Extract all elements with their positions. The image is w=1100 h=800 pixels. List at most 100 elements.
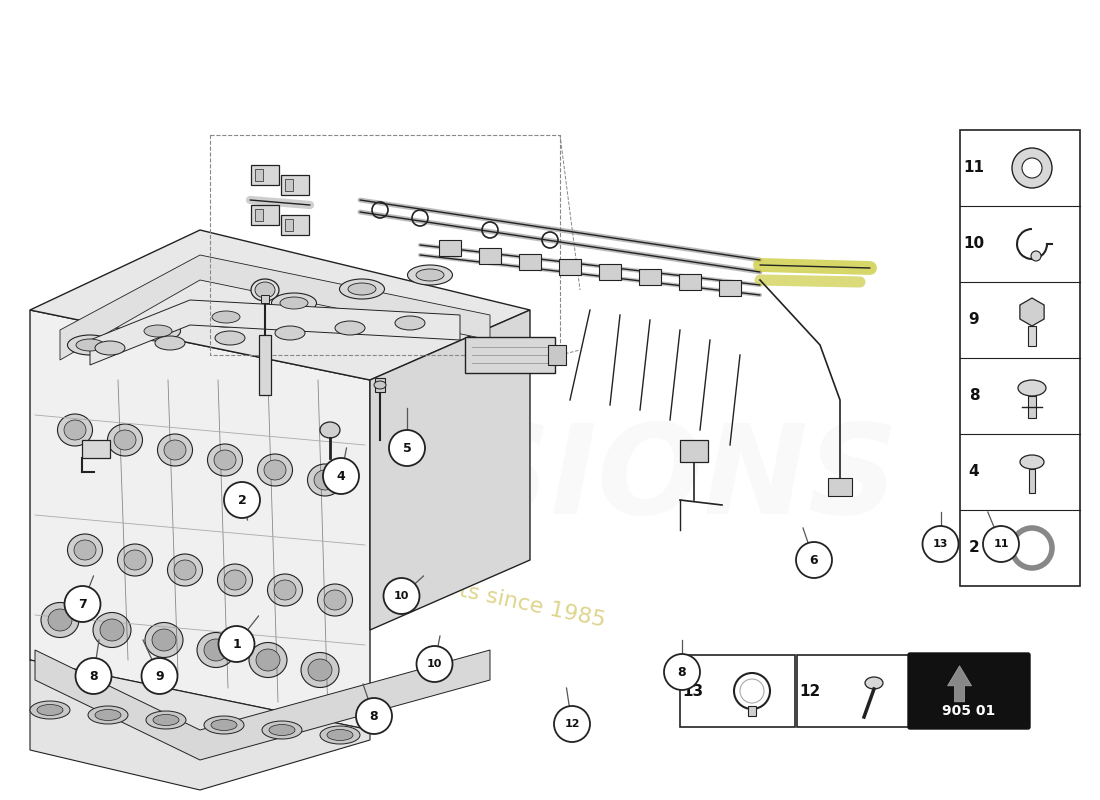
Ellipse shape [374,381,386,389]
Bar [798,655,912,727]
Bar [639,269,661,285]
Ellipse shape [267,574,303,606]
Bar [251,165,279,185]
Ellipse shape [108,424,143,456]
Ellipse shape [280,297,308,309]
Text: 4: 4 [969,465,979,479]
Circle shape [76,658,111,694]
Ellipse shape [270,725,295,735]
Bar [285,179,293,191]
Bar [255,169,263,181]
Ellipse shape [74,540,96,560]
Ellipse shape [67,534,102,566]
Text: 1: 1 [232,638,241,650]
Ellipse shape [407,265,452,285]
Ellipse shape [318,584,352,616]
Ellipse shape [167,554,202,586]
Bar [261,295,270,303]
Text: 11: 11 [993,539,1009,549]
Ellipse shape [314,470,336,490]
Circle shape [142,658,177,694]
Polygon shape [60,255,490,360]
Ellipse shape [255,282,275,298]
Text: 8: 8 [969,389,979,403]
Ellipse shape [301,653,339,687]
Circle shape [1012,148,1052,188]
Ellipse shape [124,550,146,570]
Ellipse shape [336,321,365,335]
Polygon shape [30,230,530,380]
Ellipse shape [1020,455,1044,469]
Ellipse shape [164,440,186,460]
Circle shape [384,578,419,614]
Text: 11: 11 [964,161,984,175]
Text: 9: 9 [155,670,164,682]
Circle shape [389,430,425,466]
Circle shape [664,654,700,690]
Ellipse shape [274,580,296,600]
Text: 8: 8 [370,710,378,722]
Ellipse shape [37,705,63,715]
Text: 2: 2 [238,494,246,506]
Ellipse shape [100,619,124,641]
Circle shape [1031,251,1041,261]
Circle shape [983,526,1019,562]
Bar [280,175,309,195]
Text: 13: 13 [682,683,704,698]
Bar [828,478,852,496]
Ellipse shape [94,613,131,647]
Ellipse shape [135,321,180,341]
Polygon shape [90,300,460,365]
Bar [1028,396,1036,418]
Text: 7: 7 [78,598,87,610]
Circle shape [417,646,452,682]
Text: 5: 5 [403,442,411,454]
Bar [82,440,110,458]
Ellipse shape [114,430,136,450]
Ellipse shape [41,602,79,638]
Bar [478,248,500,264]
Polygon shape [370,310,530,630]
Ellipse shape [144,325,172,337]
Circle shape [224,482,260,518]
Text: 10: 10 [394,591,409,601]
Bar [680,440,708,462]
Polygon shape [30,660,370,790]
Text: 9: 9 [969,313,979,327]
Circle shape [554,706,590,742]
Ellipse shape [348,283,376,295]
Text: 10: 10 [964,237,984,251]
Ellipse shape [256,649,280,671]
Ellipse shape [67,335,112,355]
Polygon shape [947,666,971,702]
Ellipse shape [214,331,245,345]
Ellipse shape [218,564,253,596]
Ellipse shape [174,560,196,580]
Ellipse shape [76,339,104,351]
Ellipse shape [320,726,360,744]
Bar [748,706,756,716]
Polygon shape [35,650,490,760]
Bar [439,240,461,256]
Ellipse shape [95,710,121,721]
Text: 10: 10 [427,659,442,669]
Bar [1028,469,1035,493]
Ellipse shape [416,269,444,281]
Ellipse shape [320,422,340,438]
Ellipse shape [211,719,236,730]
Polygon shape [1020,298,1044,326]
Bar [285,219,293,231]
Ellipse shape [64,420,86,440]
Circle shape [356,698,392,734]
Ellipse shape [249,642,287,678]
Text: 8: 8 [89,670,98,682]
Text: 2: 2 [969,541,979,555]
Bar [548,345,566,365]
Text: 4: 4 [337,470,345,482]
Ellipse shape [324,590,346,610]
Ellipse shape [264,460,286,480]
Ellipse shape [272,293,317,313]
Polygon shape [30,310,370,730]
Ellipse shape [145,622,183,658]
Circle shape [219,626,254,662]
